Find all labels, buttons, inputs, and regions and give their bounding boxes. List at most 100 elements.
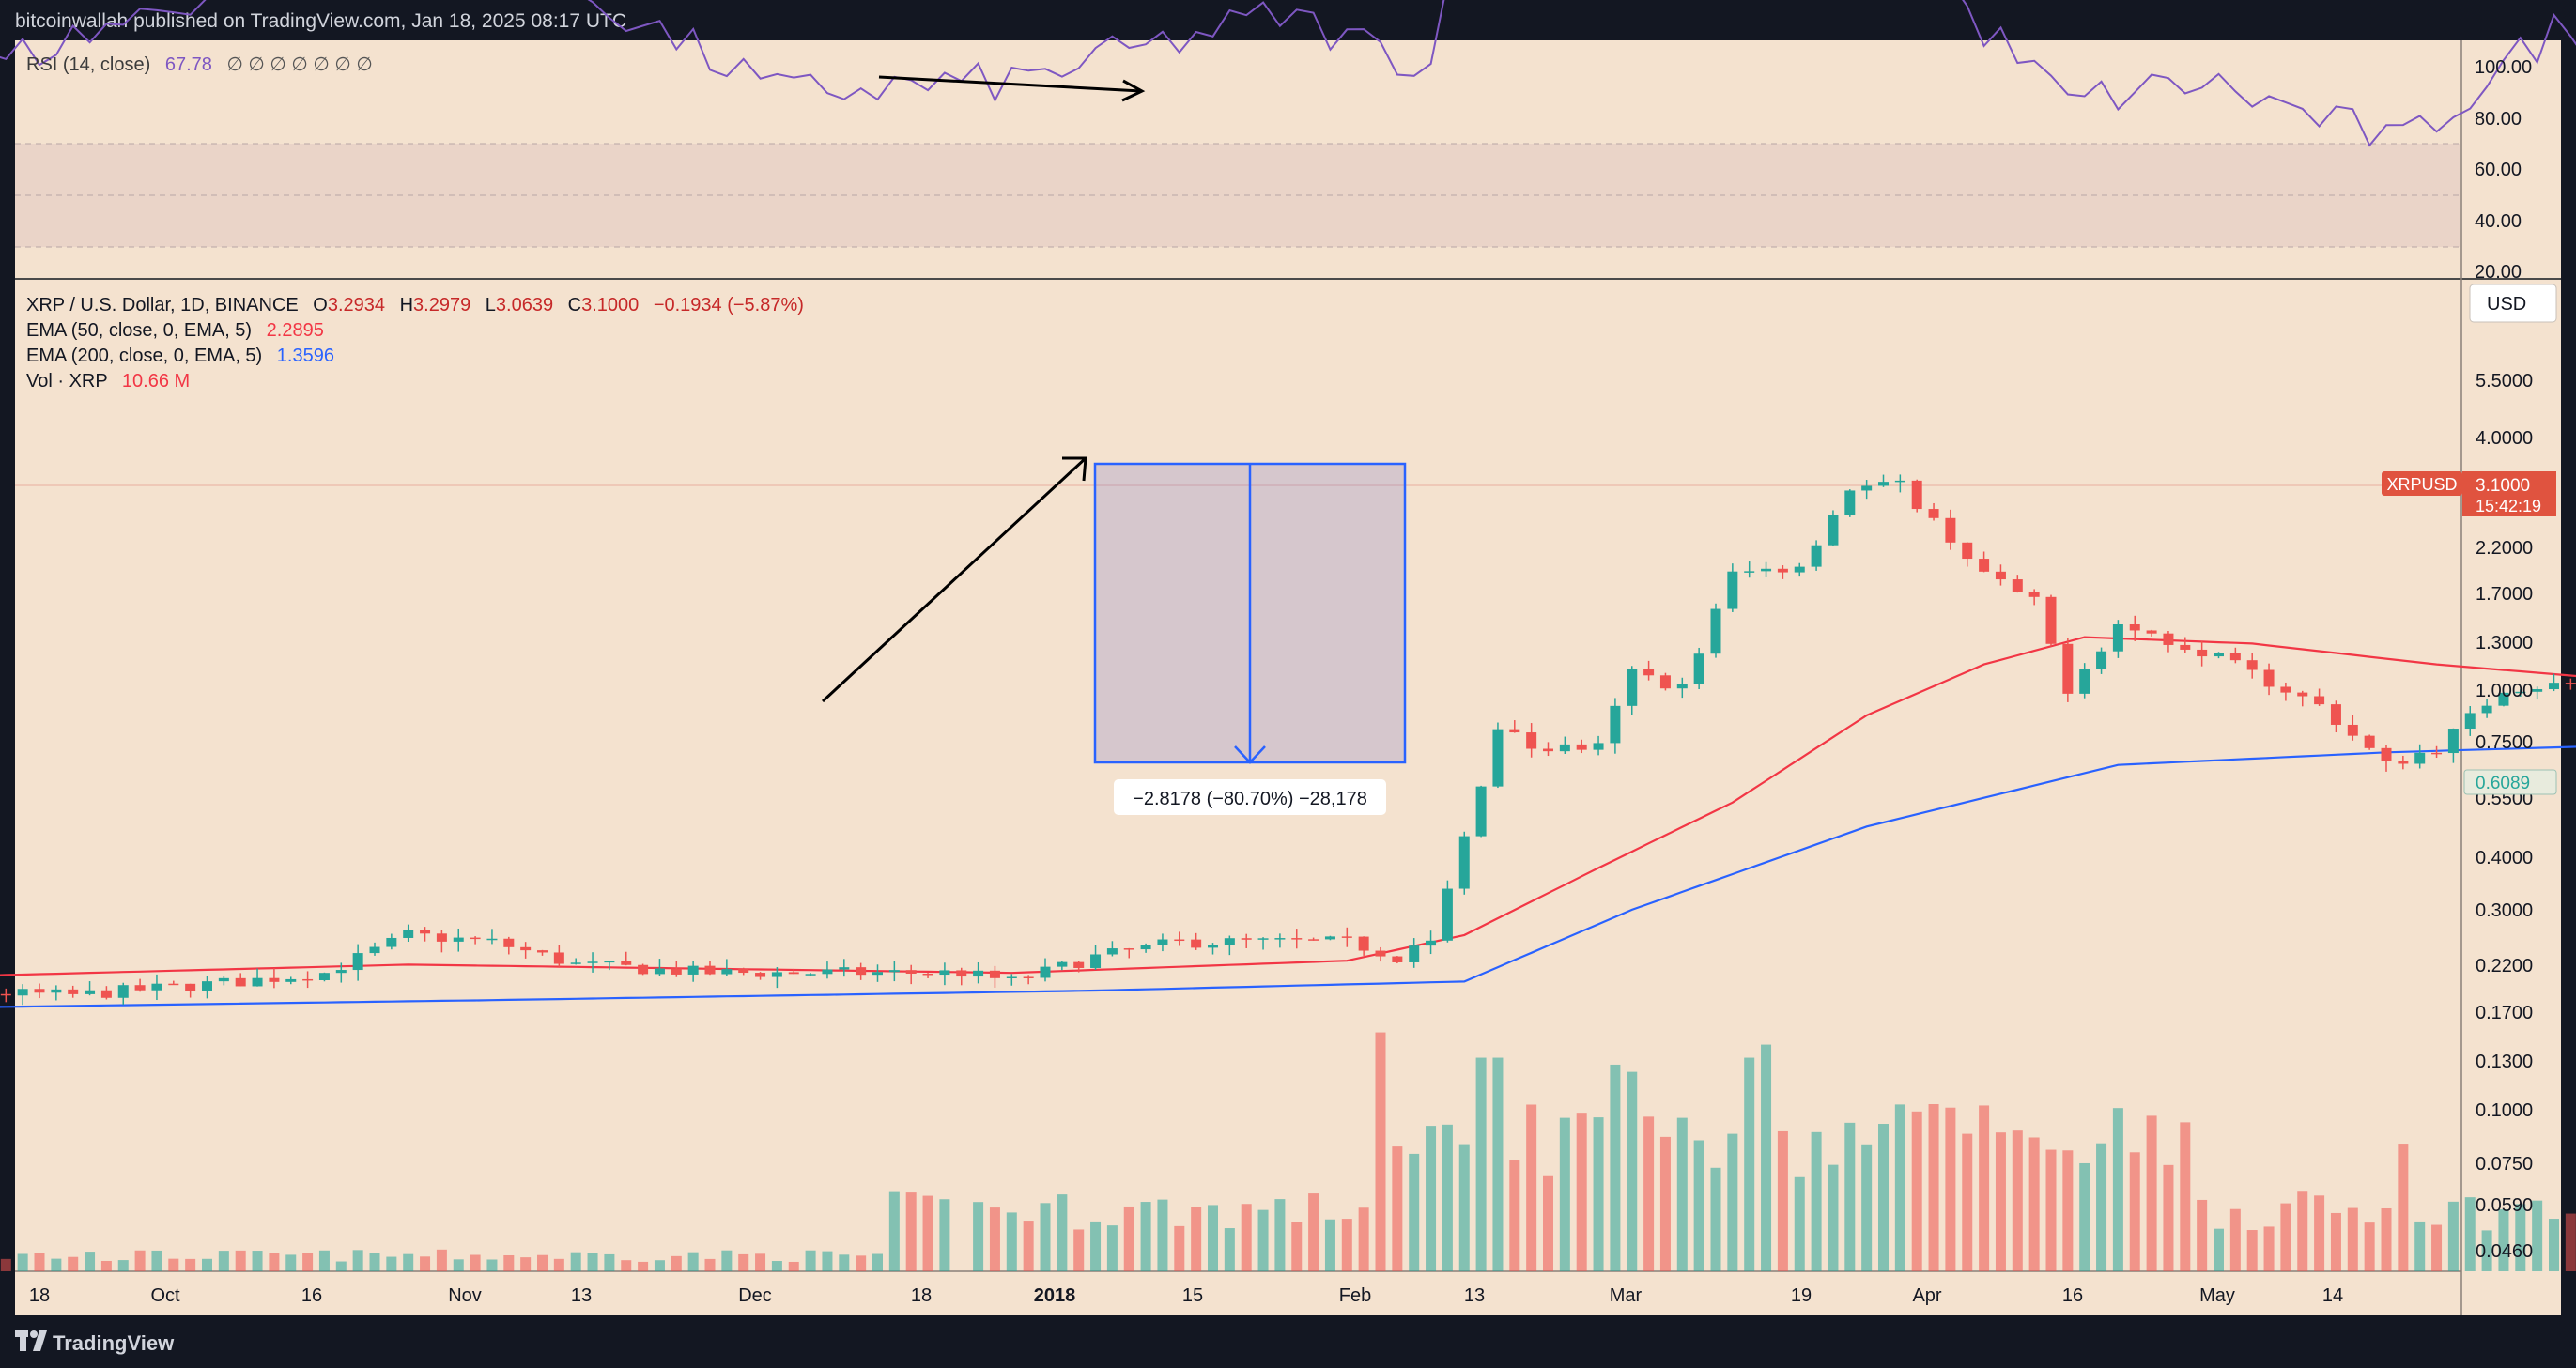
volume-bar bbox=[1291, 1222, 1303, 1271]
candle bbox=[1475, 785, 1487, 838]
candle bbox=[2532, 686, 2543, 700]
candle bbox=[1979, 551, 1990, 573]
volume-bar bbox=[905, 1192, 917, 1271]
volume-bar bbox=[2263, 1226, 2275, 1271]
candle bbox=[2229, 647, 2241, 664]
volume-bar bbox=[1828, 1164, 1839, 1271]
volume-bar bbox=[2214, 1228, 2224, 1271]
candle bbox=[1526, 723, 1537, 758]
currency-selector[interactable] bbox=[2469, 284, 2557, 323]
volume-bar bbox=[2532, 1200, 2543, 1271]
svg-text:XRP / U.S. Dollar, 1D, BINANCE: XRP / U.S. Dollar, 1D, BINANCE O3.2934 H… bbox=[26, 295, 804, 315]
volume-bar bbox=[403, 1253, 414, 1271]
price-tick: 0.2200 bbox=[2476, 956, 2533, 976]
time-label: 16 bbox=[2062, 1285, 2083, 1306]
candle bbox=[1492, 722, 1504, 789]
candle bbox=[369, 942, 380, 956]
legend-close-key: C bbox=[568, 295, 581, 315]
legend-low-value: 3.0639 bbox=[496, 295, 553, 315]
candle bbox=[1442, 880, 1453, 943]
rsi-tick: 80.00 bbox=[2475, 109, 2522, 130]
ema200-price-tag: 0.6089 bbox=[2463, 769, 2557, 795]
current-price-tag: XRPUSD 3.1000 15:42:19 bbox=[2382, 471, 2556, 516]
volume-bar bbox=[2297, 1191, 2308, 1271]
price-tick: 0.0460 bbox=[2476, 1241, 2533, 1262]
volume-bar bbox=[1526, 1104, 1537, 1271]
volume-bar bbox=[2229, 1208, 2241, 1271]
time-label: 18 bbox=[29, 1285, 50, 1306]
volume-bar bbox=[1023, 1221, 1034, 1271]
volume-bar bbox=[252, 1251, 263, 1271]
volume-bar bbox=[386, 1256, 397, 1271]
tradingview-logo[interactable]: TradingView bbox=[15, 1330, 175, 1355]
candle bbox=[503, 936, 515, 955]
candle bbox=[1392, 956, 1403, 964]
candle bbox=[1006, 974, 1017, 986]
volume-bar bbox=[1375, 1032, 1386, 1271]
volume-bar bbox=[1610, 1064, 1621, 1271]
volume-bar bbox=[269, 1253, 280, 1271]
candle bbox=[486, 929, 498, 945]
candle bbox=[17, 984, 28, 1006]
candle bbox=[403, 924, 414, 942]
volume-bar bbox=[1861, 1144, 1873, 1271]
candle bbox=[856, 962, 867, 980]
volume-bar bbox=[822, 1251, 833, 1271]
volume-bar bbox=[1224, 1228, 1235, 1271]
volume-bar bbox=[2447, 1201, 2459, 1271]
volume-bar bbox=[369, 1253, 380, 1271]
volume-bar bbox=[2028, 1137, 2040, 1271]
volume-bar bbox=[856, 1255, 867, 1271]
volume-bar bbox=[2515, 1204, 2526, 1271]
candle bbox=[1610, 698, 1621, 754]
volume-bar bbox=[436, 1249, 447, 1271]
candle bbox=[2381, 745, 2392, 772]
candle bbox=[2498, 691, 2509, 707]
volume-bars bbox=[0, 1032, 2576, 1271]
volume-bar bbox=[1006, 1212, 1017, 1271]
candle bbox=[252, 968, 263, 987]
candle bbox=[1090, 945, 1102, 970]
candle bbox=[1458, 831, 1470, 895]
volume-bar bbox=[1073, 1229, 1085, 1271]
candle bbox=[1257, 937, 1269, 950]
volume-bar bbox=[1593, 1117, 1604, 1271]
price-range-measure[interactable]: −2.8178 (−80.70%) −28,178 bbox=[1093, 462, 1407, 815]
price-tag-countdown: 15:42:19 bbox=[2476, 497, 2541, 515]
volume-bar bbox=[654, 1260, 665, 1271]
volume-bar bbox=[1945, 1107, 1956, 1271]
volume-bar bbox=[553, 1258, 564, 1271]
volume-bar bbox=[1543, 1175, 1553, 1271]
candle bbox=[2347, 715, 2358, 741]
candle bbox=[2515, 689, 2526, 697]
ema50-legend-value: 2.2895 bbox=[267, 320, 324, 341]
legend-change: −0.1934 (−5.87%) bbox=[654, 295, 804, 315]
candle bbox=[235, 973, 246, 987]
volume-bar bbox=[2431, 1224, 2443, 1271]
volume-bar bbox=[989, 1207, 1000, 1271]
candle bbox=[1308, 937, 1319, 941]
candle bbox=[2447, 728, 2459, 763]
volume-bar bbox=[2464, 1197, 2476, 1271]
volume-bar bbox=[1392, 1146, 1403, 1271]
candle bbox=[1023, 975, 1034, 985]
volume-bar bbox=[1409, 1153, 1420, 1271]
candle bbox=[1191, 932, 1202, 950]
volume-bar bbox=[1208, 1205, 1218, 1271]
candle bbox=[269, 968, 280, 989]
volume-bar bbox=[1308, 1193, 1319, 1271]
volume-bar bbox=[1676, 1117, 1688, 1271]
candle bbox=[1543, 742, 1553, 757]
candle bbox=[218, 976, 229, 986]
candle bbox=[85, 981, 96, 996]
rsi-tick: 60.00 bbox=[2475, 160, 2522, 180]
volume-bar bbox=[704, 1258, 716, 1271]
volume-bar bbox=[1995, 1132, 2006, 1271]
rsi-legend-value: 67.78 bbox=[165, 54, 212, 75]
volume-bar bbox=[202, 1258, 212, 1271]
ema200-legend-label: EMA (200, close, 0, EMA, 5) bbox=[26, 346, 262, 366]
candle bbox=[2197, 640, 2208, 667]
volume-bar bbox=[1911, 1111, 1922, 1271]
candle bbox=[2431, 745, 2443, 759]
